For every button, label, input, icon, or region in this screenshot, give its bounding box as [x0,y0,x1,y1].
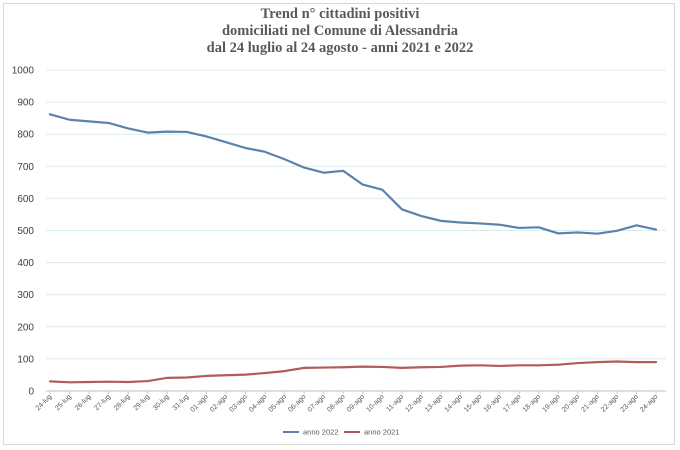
chart-frame [3,3,675,445]
y-tick-label: 800 [17,130,34,141]
x-tick-label: 24-lug [35,393,54,412]
x-tick-label: 22-ago [600,393,620,413]
legend: anno 2022 anno 2021 [283,428,399,437]
x-tick-label: 05-ago [268,393,288,413]
x-tick-label: 30-lug [152,393,171,412]
x-tick-label: 24-ago [639,393,659,413]
x-tick-label: 17-ago [502,393,522,413]
y-tick-label: 400 [17,258,34,269]
x-tick-label: 06-ago [287,393,307,413]
x-tick-label: 13-ago [424,393,444,413]
x-tick-label: 04-ago [248,393,268,413]
x-tick-label: 10-ago [365,393,385,413]
y-tick-label: 1000 [12,66,35,77]
chart-title-line-2: domiciliati nel Comune di Alessandria [221,23,459,39]
x-tick-label: 25-lug [54,393,73,412]
y-tick-label: 100 [17,354,34,365]
x-tick-label: 16-ago [483,393,503,413]
x-tick-label: 09-ago [346,393,366,413]
x-tick-label: 27-lug [93,393,112,412]
y-axis-ticks: 0 100 200 300 400 500 600 700 800 900 1000 [12,66,35,398]
x-tick-label: 18-ago [522,393,542,413]
y-tick-label: 200 [17,322,34,333]
x-tick-label: 11-ago [385,393,405,413]
legend-label: anno 2022 [303,428,338,437]
x-tick-label: 07-ago [307,393,327,413]
series-line-1 [48,360,658,384]
y-tick-label: 700 [17,162,34,173]
x-tick-label: 19-ago [541,393,561,413]
y-tick-label: 300 [17,290,34,301]
x-tick-label: 29-lug [132,393,151,412]
x-tick-label: 01-ago [189,393,209,413]
y-tick-label: 600 [17,194,34,205]
x-tick-label: 21-ago [580,393,600,413]
x-tick-label: 14-ago [444,393,464,413]
gridlines [46,69,666,392]
x-axis-ticks: 24-lug 25-lug 26-lug 27-lug 28-lug 29-lug 30-l… [35,391,659,414]
x-tick-label: 02-ago [209,393,229,413]
y-tick-label: 900 [17,98,34,109]
chart-title-line-1: Trend n° cittadini positivi [260,6,420,22]
x-tick-label: 23-ago [620,393,640,413]
y-tick-label: 500 [17,226,34,237]
series-lines [48,113,658,384]
x-tick-label: 28-lug [113,393,132,412]
chart-title: Trend n° cittadini positivi domiciliati … [0,6,680,57]
chart-title-line-3: dal 24 luglio al 24 agosto - anni 2021 e… [206,40,474,56]
x-tick-label: 26-lug [74,393,93,412]
x-tick-label: 12-ago [404,393,424,413]
x-tick-label: 15-ago [463,393,483,413]
x-tick-label: 20-ago [561,393,581,413]
x-tick-label: 08-ago [326,393,346,413]
series-line-0 [48,113,658,235]
x-tick-label: 03-ago [229,393,249,413]
y-tick-label: 0 [28,387,34,398]
legend-label: anno 2021 [364,428,399,437]
x-tick-label: 31-lug [172,393,191,412]
